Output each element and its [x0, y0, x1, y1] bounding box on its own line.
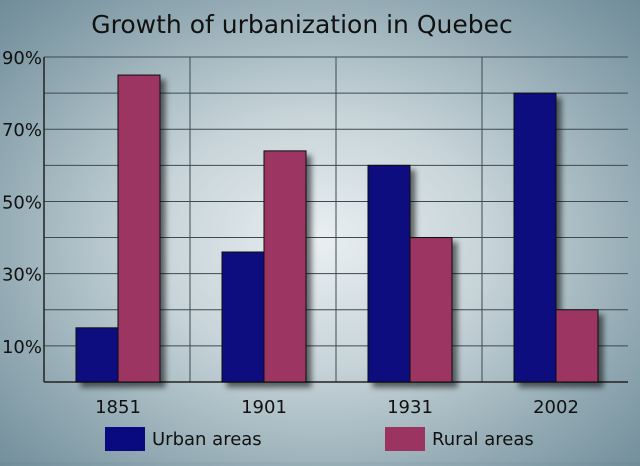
- bar-urban-1901: [221, 251, 265, 383]
- bar-urban-1931: [367, 164, 411, 383]
- x-tick-label: 2002: [533, 397, 579, 418]
- x-tick-label: 1931: [387, 397, 433, 418]
- y-tick-label: 30%: [2, 265, 42, 286]
- y-tick-label: 50%: [2, 192, 42, 213]
- bar-rural-1851: [117, 74, 161, 383]
- bar-urban-1851: [75, 327, 119, 383]
- legend: Urban areas Rural areas: [105, 427, 534, 451]
- legend-swatch: [385, 427, 425, 451]
- chart-title: Growth of urbanization in Quebec: [91, 10, 513, 39]
- label-layer: 10% 30% 50% 70% 90% 1851 1901 1931 2002: [2, 48, 579, 418]
- bar-layer: [75, 74, 599, 383]
- bar-rural-1931: [409, 237, 453, 383]
- legend-label: Urban areas: [152, 429, 262, 450]
- bar-rural-1901: [263, 150, 307, 383]
- bar-urban-2002: [513, 92, 557, 383]
- y-tick-label: 90%: [2, 48, 42, 69]
- legend-label: Rural areas: [432, 429, 534, 450]
- legend-swatch: [105, 427, 145, 451]
- x-tick-label: 1901: [241, 397, 287, 418]
- y-tick-label: 10%: [2, 337, 42, 358]
- x-tick-label: 1851: [95, 397, 141, 418]
- y-tick-label: 70%: [2, 120, 42, 141]
- bar-rural-2002: [555, 309, 599, 383]
